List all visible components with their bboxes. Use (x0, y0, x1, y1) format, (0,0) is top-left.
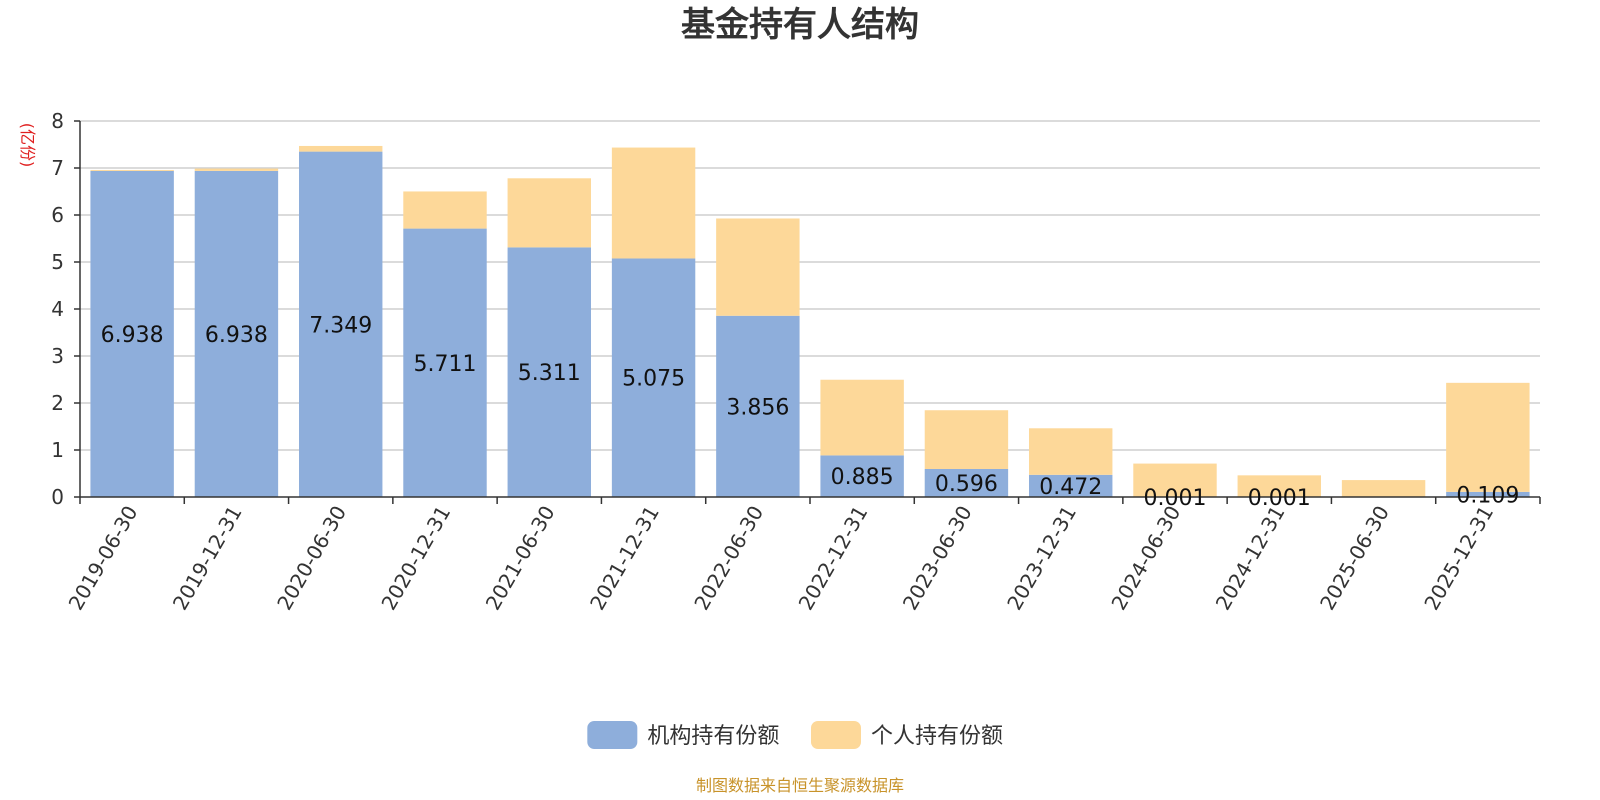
x-tick-label: 2021-06-30 (481, 502, 560, 615)
data-label-institutional: 0.001 (1144, 486, 1207, 511)
x-tick-label: 2023-12-31 (1002, 502, 1081, 615)
data-label-institutional: 6.938 (101, 323, 164, 348)
data-label-institutional: 5.075 (622, 367, 685, 392)
bar-institutional (403, 228, 487, 497)
bar-individual (1446, 382, 1530, 492)
bar-institutional (90, 170, 174, 497)
bar-individual (1029, 428, 1113, 475)
source-note: 制图数据来自恒生聚源数据库 (696, 776, 904, 795)
x-tick-label: 2020-06-30 (272, 502, 351, 615)
legend-label: 机构持有份额 (647, 724, 779, 749)
y-tick-label: 4 (51, 297, 64, 321)
data-label-institutional: 5.311 (518, 361, 581, 386)
x-tick-label: 2022-12-31 (794, 502, 873, 615)
bar-individual (611, 147, 696, 259)
bar-individual (90, 169, 174, 171)
x-tick-label: 2025-06-30 (1315, 502, 1394, 615)
data-label-institutional: 5.711 (414, 352, 477, 377)
x-tick-label: 2024-12-31 (1211, 502, 1290, 615)
data-labels: 6.938 6.938 7.349 5.711 5.311 5.075 3.856 0.885… (101, 313, 1520, 511)
x-tick-label: 2019-12-31 (168, 502, 247, 615)
x-tick-label: 2024-06-30 (1106, 502, 1185, 615)
bar-institutional (194, 170, 279, 497)
bar-individual (820, 379, 904, 456)
bar-institutional (1446, 491, 1530, 497)
bar-individual (1341, 480, 1426, 497)
data-label-institutional: 0.472 (1039, 475, 1102, 500)
bar-individual (1237, 475, 1321, 497)
bar-institutional (507, 247, 591, 497)
bar-individual (299, 145, 383, 152)
bar-institutional (924, 468, 1009, 497)
x-tick-label: 2022-06-30 (689, 502, 768, 615)
x-tick-label: 2021-12-31 (585, 502, 664, 615)
bar-individual (194, 168, 279, 171)
y-tick-label: 2 (51, 391, 64, 415)
bar-individual (507, 178, 591, 248)
x-tick-label: 2025-12-31 (1419, 502, 1498, 615)
legend: 机构持有份额 个人持有份额 (587, 721, 1003, 749)
bar-institutional (611, 258, 696, 497)
bar-institutional (299, 151, 383, 498)
y-tick-label: 5 (51, 250, 64, 274)
y-tick-label: 1 (51, 438, 64, 462)
legend-label: 个人持有份额 (871, 724, 1003, 749)
data-label-institutional: 0.109 (1456, 483, 1519, 508)
x-tick-label: 2023-06-30 (898, 502, 977, 615)
legend-swatch (811, 721, 861, 749)
bars (90, 145, 1530, 498)
bar-institutional (716, 315, 800, 497)
x-tick-label: 2019-06-30 (64, 502, 143, 615)
y-tick-label: 0 (51, 485, 64, 509)
data-label-institutional: 0.001 (1248, 486, 1311, 511)
legend-swatch (587, 721, 638, 749)
y-tick-label: 3 (51, 344, 64, 368)
data-label-institutional: 0.885 (831, 465, 894, 490)
bar-individual (924, 410, 1009, 469)
y-axis-unit-label: (亿份) (18, 123, 37, 168)
y-tick-label: 6 (51, 203, 64, 227)
data-label-institutional: 0.596 (935, 472, 998, 497)
y-tick-label: 8 (51, 109, 64, 133)
x-tick-label: 2020-12-31 (376, 502, 455, 615)
chart-title: 基金持有人结构 (681, 5, 919, 45)
bar-individual (716, 218, 800, 316)
data-label-institutional: 3.856 (726, 395, 789, 420)
data-label-institutional: 6.938 (205, 323, 268, 348)
bar-individual (1133, 463, 1217, 497)
data-label-institutional: 7.349 (309, 313, 372, 338)
y-tick-label: 7 (51, 156, 64, 180)
bar-individual (403, 191, 487, 229)
bar-institutional (820, 455, 904, 497)
bar-institutional (1029, 474, 1113, 497)
